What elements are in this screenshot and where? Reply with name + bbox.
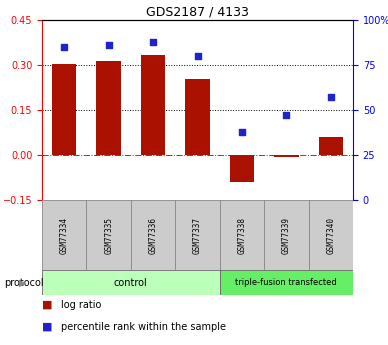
Bar <box>220 200 264 270</box>
Text: GSM77338: GSM77338 <box>237 217 246 254</box>
Text: GSM77339: GSM77339 <box>282 217 291 254</box>
Bar <box>52 63 76 155</box>
Bar <box>264 200 308 270</box>
Text: protocol: protocol <box>4 277 43 287</box>
Point <box>106 42 112 48</box>
Text: percentile rank within the sample: percentile rank within the sample <box>61 322 227 332</box>
Bar <box>97 60 121 155</box>
Text: ■: ■ <box>42 300 52 310</box>
Bar <box>42 270 220 295</box>
Point <box>61 44 68 50</box>
Text: triple-fusion transfected: triple-fusion transfected <box>236 278 337 287</box>
Bar <box>141 55 165 155</box>
Text: GSM77334: GSM77334 <box>60 217 69 254</box>
Bar <box>274 155 299 157</box>
Point <box>150 39 156 45</box>
Bar <box>230 155 254 182</box>
Text: GSM77335: GSM77335 <box>104 217 113 254</box>
Text: GSM77336: GSM77336 <box>149 217 158 254</box>
Bar <box>220 270 353 295</box>
Point <box>283 112 289 118</box>
Bar <box>42 200 87 270</box>
Text: GSM77340: GSM77340 <box>326 217 335 254</box>
Bar <box>308 200 353 270</box>
Bar <box>319 137 343 155</box>
Point <box>239 129 245 134</box>
Point <box>328 95 334 100</box>
Text: ■: ■ <box>42 322 52 332</box>
Bar <box>131 200 175 270</box>
Bar <box>175 200 220 270</box>
Point <box>194 53 201 59</box>
Text: GSM77337: GSM77337 <box>193 217 202 254</box>
Text: control: control <box>114 277 148 287</box>
Bar <box>87 200 131 270</box>
Bar <box>185 79 210 155</box>
Text: log ratio: log ratio <box>61 300 102 310</box>
Text: ▶: ▶ <box>19 277 26 287</box>
Title: GDS2187 / 4133: GDS2187 / 4133 <box>146 6 249 19</box>
